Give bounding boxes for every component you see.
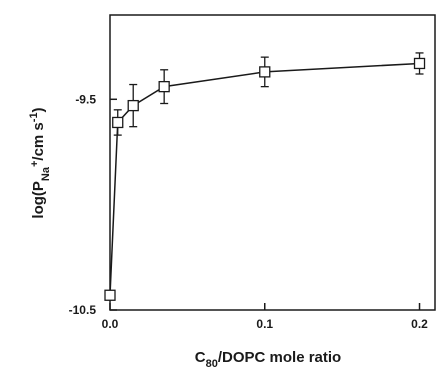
data-point — [158, 80, 170, 93]
y-tick-label: -9.5 — [75, 92, 96, 106]
data-point — [413, 57, 426, 70]
y-axis-title: log(PNa+/cm s-1) — [28, 107, 52, 218]
x-tick-label: 0.2 — [411, 317, 428, 331]
axis-tick-labels: 0.0 0.1 0.2 -10.5 -9.5 — [69, 92, 429, 331]
axis-ticks — [109, 98, 421, 311]
x-axis-title: C80/DOPC mole ratio — [195, 349, 341, 370]
x-tick-label: 0.0 — [102, 317, 119, 331]
series-line — [109, 62, 420, 296]
y-tick-label: -10.5 — [69, 303, 97, 317]
data-point — [127, 99, 139, 112]
x-tick-label: 0.1 — [256, 317, 273, 331]
data-point — [259, 66, 271, 78]
plot-frame — [109, 14, 436, 311]
data-point — [112, 116, 124, 129]
data-point — [104, 289, 116, 301]
data-series — [104, 52, 426, 301]
